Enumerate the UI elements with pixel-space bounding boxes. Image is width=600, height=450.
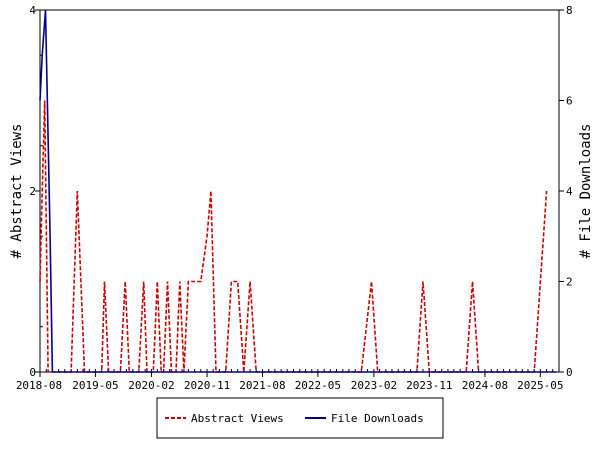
right-y-tick-label: 2 xyxy=(566,276,573,289)
x-tick-label: 2019-05 xyxy=(72,379,118,392)
x-axis: 2018-08 2019-05 2020-02 2020-11 2021-08 2022-… xyxy=(16,369,564,392)
left-y-tick-label: 0 xyxy=(29,366,36,379)
series-line-file-downloads xyxy=(39,9,557,373)
legend-label-abstract-views: Abstract Views xyxy=(191,412,284,425)
legend-label-file-downloads: File Downloads xyxy=(331,412,424,425)
right-y-axis: 0 2 4 6 8 xyxy=(559,4,573,379)
x-tick-label: 2024-08 xyxy=(462,379,508,392)
series-layer xyxy=(39,9,557,373)
x-tick-label: 2023-02 xyxy=(351,379,397,392)
legend: Abstract Views File Downloads xyxy=(156,397,444,439)
right-y-tick-label: 4 xyxy=(566,185,573,198)
x-tick-label: 2023-11 xyxy=(406,379,452,392)
right-y-tick-label: 6 xyxy=(566,95,573,108)
left-y-axis-title: # Abstract Views xyxy=(9,124,25,259)
x-tick-label: 2025-05 xyxy=(517,379,563,392)
x-tick-label: 2020-02 xyxy=(128,379,174,392)
legend-box xyxy=(156,397,444,439)
plot-area xyxy=(39,9,560,373)
left-y-tick-label: 2 xyxy=(29,185,36,198)
right-y-tick-label: 8 xyxy=(566,4,573,17)
x-tick-label: 2020-11 xyxy=(184,379,230,392)
x-tick-label: 2021-08 xyxy=(239,379,285,392)
left-y-tick-label: 4 xyxy=(29,4,36,17)
right-y-axis-title: # File Downloads xyxy=(578,124,594,259)
x-tick-label: 2018-08 xyxy=(16,379,62,392)
right-y-tick-label: 0 xyxy=(566,366,573,379)
x-tick-label: 2022-05 xyxy=(295,379,341,392)
